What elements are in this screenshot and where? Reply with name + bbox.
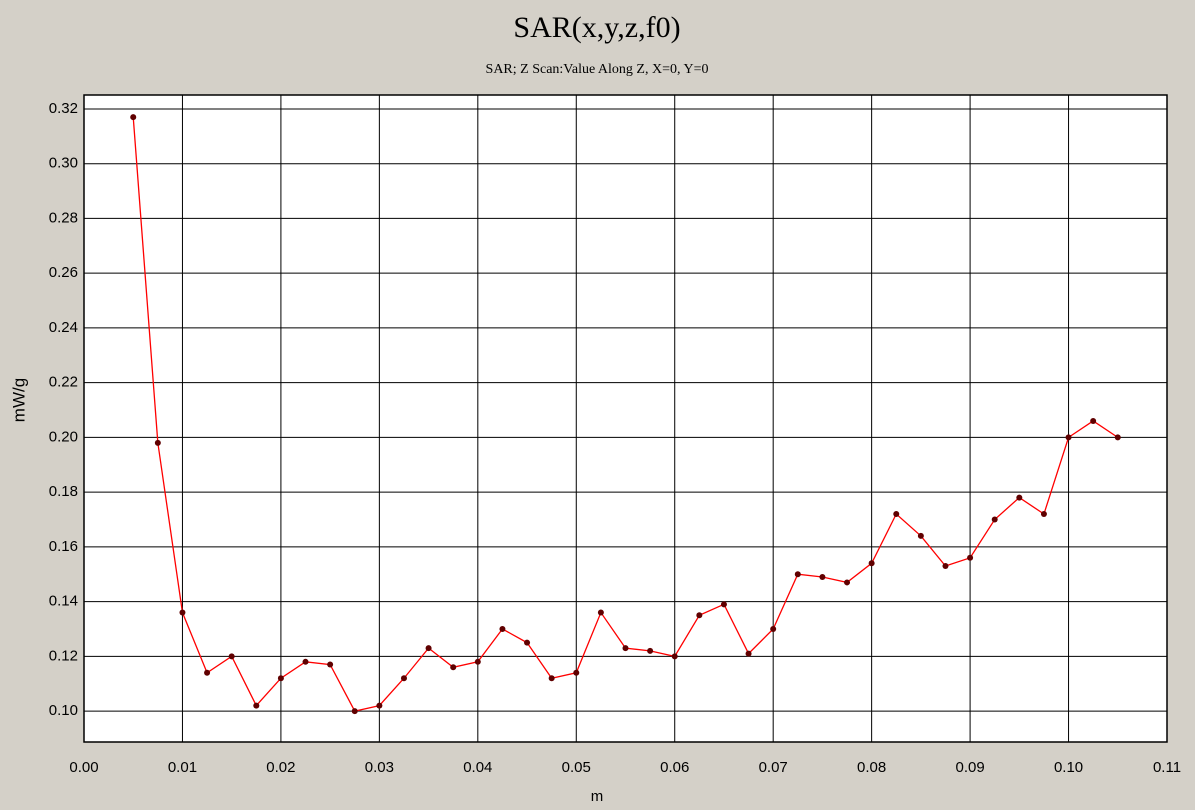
x-tick-label: 0.05 [562, 759, 591, 776]
chart-title: SAR(x,y,z,f0) [513, 11, 680, 44]
x-tick-label: 0.10 [1054, 759, 1083, 776]
x-tick-label: 0.01 [168, 759, 197, 776]
data-point [376, 702, 383, 709]
data-point [1114, 434, 1121, 441]
data-point [622, 645, 629, 652]
data-point [942, 563, 949, 570]
y-tick-label: 0.28 [49, 209, 78, 226]
x-tick-label: 0.11 [1153, 759, 1181, 776]
data-point [253, 702, 260, 709]
x-axis-label: m [591, 788, 604, 805]
data-point [745, 650, 752, 657]
plot-area [84, 95, 1167, 742]
data-point [991, 516, 998, 523]
data-point [1090, 417, 1097, 424]
y-axis-label: mW/g [9, 378, 28, 422]
data-point [647, 647, 654, 654]
y-tick-label: 0.14 [49, 593, 78, 610]
data-point [573, 669, 580, 676]
x-tick-label: 0.06 [660, 759, 689, 776]
data-point [720, 601, 727, 608]
data-point [1065, 434, 1072, 441]
plot-frame [83, 94, 1168, 743]
y-tick-label: 0.12 [49, 647, 78, 664]
data-point [351, 708, 358, 715]
data-point [967, 554, 974, 561]
data-point [597, 609, 604, 616]
data-point [474, 658, 481, 665]
data-point [819, 573, 826, 580]
x-tick-label: 0.02 [266, 759, 295, 776]
data-point [277, 675, 284, 682]
y-tick-label: 0.26 [49, 264, 78, 281]
data-point [868, 560, 875, 567]
x-tick-label: 0.04 [463, 759, 492, 776]
data-point [770, 625, 777, 632]
y-tick-label: 0.24 [49, 319, 78, 336]
data-point [302, 658, 309, 665]
data-point [844, 579, 851, 586]
data-point [130, 114, 137, 121]
data-point [548, 675, 555, 682]
data-point [327, 661, 334, 668]
y-tick-label: 0.32 [49, 100, 78, 117]
data-point [696, 612, 703, 619]
data-point [917, 532, 924, 539]
chart-subtitle: SAR; Z Scan:Value Along Z, X=0, Y=0 [486, 62, 709, 77]
data-point [228, 653, 235, 660]
data-point [1016, 494, 1023, 501]
y-tick-label: 0.10 [49, 702, 78, 719]
x-tick-label: 0.00 [69, 759, 98, 776]
data-point [794, 571, 801, 578]
data-point [671, 653, 678, 660]
data-point [893, 511, 900, 518]
x-tick-label: 0.07 [759, 759, 788, 776]
data-point [499, 625, 506, 632]
data-point [154, 439, 161, 446]
data-point [425, 645, 432, 652]
y-tick-label: 0.30 [49, 155, 78, 172]
data-point [400, 675, 407, 682]
data-point [179, 609, 186, 616]
y-tick-label: 0.20 [49, 428, 78, 445]
data-point [450, 664, 457, 671]
x-tick-label: 0.09 [955, 759, 984, 776]
y-tick-label: 0.18 [49, 483, 78, 500]
data-point [204, 669, 211, 676]
x-tick-label: 0.03 [365, 759, 394, 776]
x-tick-label: 0.08 [857, 759, 886, 776]
data-point [1040, 511, 1047, 518]
data-point [524, 639, 531, 646]
y-tick-label: 0.22 [49, 374, 78, 391]
y-tick-label: 0.16 [49, 538, 78, 555]
